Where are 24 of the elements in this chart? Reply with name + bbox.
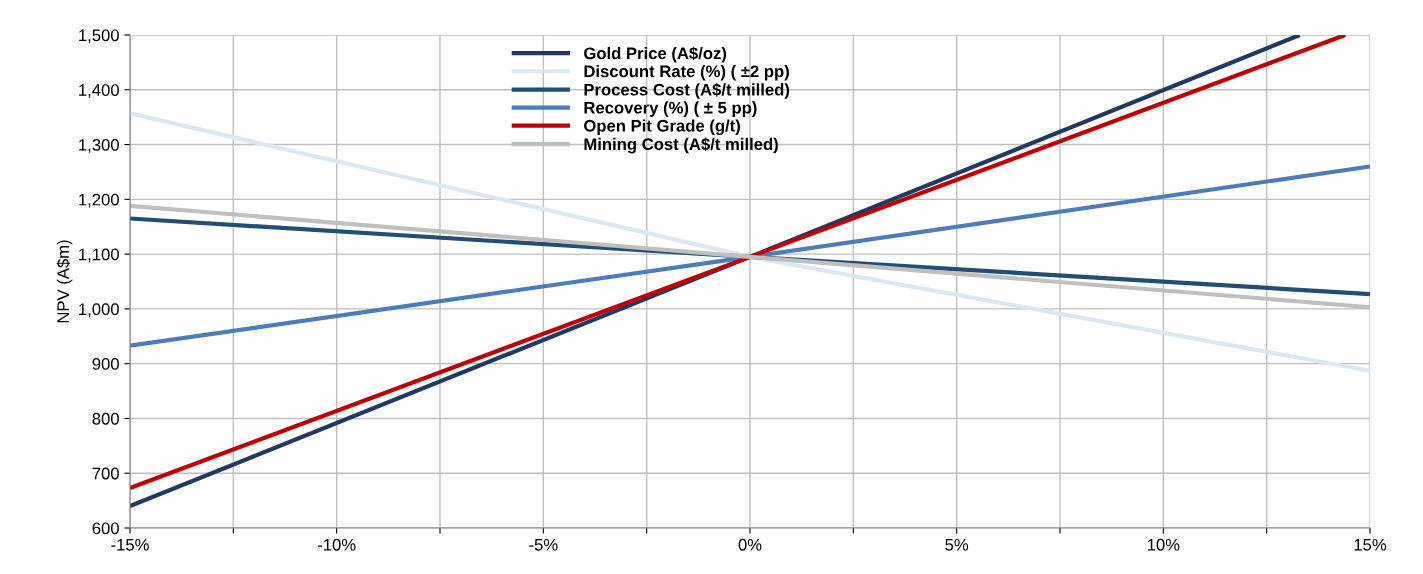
y-tick-label: 600 [92, 522, 119, 535]
legend-label: Mining Cost (A$/t milled) [584, 137, 778, 154]
x-tick-label: 0% [738, 538, 762, 551]
y-tick-label: 900 [92, 358, 119, 370]
y-tick-label: 1,300 [79, 138, 119, 153]
x-tick-label: -5% [529, 538, 558, 551]
x-tick-label: -15% [111, 538, 149, 551]
x-tick-label: 10% [1147, 538, 1180, 551]
x-tick-label: -10% [317, 538, 356, 551]
y-tick-label: 800 [92, 412, 119, 425]
y-tick-label: 700 [92, 467, 119, 480]
y-tick-label: 1,200 [79, 193, 119, 208]
x-tick-label: 15% [1354, 538, 1387, 551]
legend-label: Gold Price (A$/oz) [584, 46, 727, 63]
y-tick-label: 1,500 [79, 29, 119, 44]
legend-label: Open Pit Grade (g/t) [584, 119, 740, 136]
legend-label: Discount Rate (%) ( ±2 pp) [584, 64, 789, 81]
x-tick-label: 5% [945, 538, 969, 551]
y-axis-title: NPV (A$m) [56, 240, 73, 323]
y-tick-label: 1,000 [79, 303, 119, 318]
y-tick-label: 1,100 [79, 248, 119, 263]
legend-label: Process Cost (A$/t milled) [584, 83, 790, 99]
legend-label: Recovery (%) ( ± 5 pp) [584, 101, 757, 117]
y-tick-label: 1,400 [79, 84, 119, 98]
